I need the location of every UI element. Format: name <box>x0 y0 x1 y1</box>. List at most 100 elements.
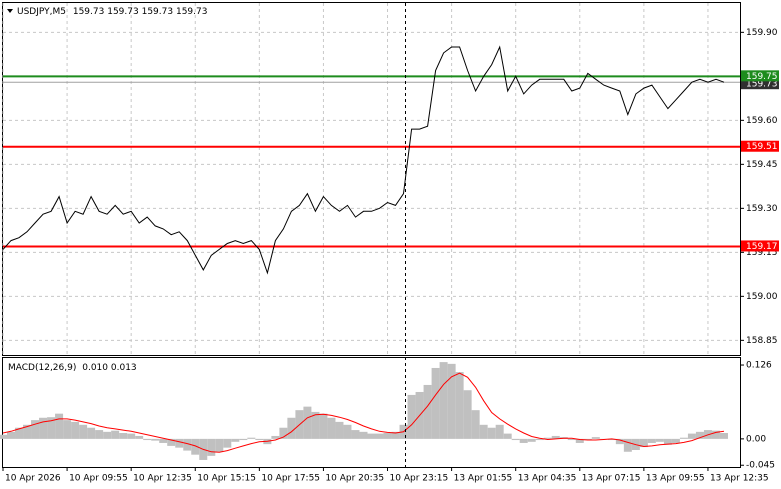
ohlc-open: 159.73 <box>73 7 105 17</box>
histogram-bar <box>159 438 168 443</box>
histogram-bar <box>607 438 616 441</box>
histogram-bar <box>0 434 7 439</box>
level-label: 159.75 <box>746 72 778 82</box>
histogram-bar <box>503 433 512 439</box>
x-tick-label: 13 Apr 01:55 <box>454 474 513 484</box>
histogram-bar <box>679 437 688 439</box>
histogram-bar <box>383 433 392 439</box>
y-tick-label: -0.045 <box>746 461 775 471</box>
current-price-box <box>741 78 779 90</box>
histogram-bar <box>303 406 312 439</box>
histogram-bar <box>583 438 592 441</box>
histogram-bar <box>431 367 440 439</box>
histogram-bar <box>87 427 96 439</box>
signal-line <box>2 372 725 453</box>
y-tick-label: 159.00 <box>746 292 778 302</box>
histogram-bar <box>127 433 136 439</box>
histogram-bar <box>535 438 544 441</box>
histogram-bar <box>471 410 480 439</box>
ohlc-high: 159.73 <box>107 7 139 17</box>
macd-header: MACD(12,26,9) 0.010 0.013 <box>8 363 137 373</box>
chart-header: USDJPY,M5 159.73 159.73 159.73 159.73 <box>17 7 207 17</box>
symbol: USDJPY,M5 <box>17 7 66 17</box>
histogram-bar <box>119 433 128 439</box>
histogram-bar <box>335 421 344 439</box>
histogram-bar <box>591 437 600 439</box>
histogram-bar <box>359 431 368 439</box>
histogram-bar <box>543 437 552 439</box>
histogram-bar <box>495 424 504 439</box>
ohlc-close: 159.73 <box>176 7 208 17</box>
histogram-bar <box>375 433 384 439</box>
y-tick-label: 159.30 <box>746 204 778 214</box>
histogram-bar <box>255 438 264 441</box>
histogram-bar <box>231 438 240 442</box>
histogram-bar <box>55 413 64 439</box>
histogram-bar <box>575 438 584 443</box>
histogram-bar <box>527 438 536 442</box>
histogram-bar <box>463 390 472 439</box>
y-tick-label: 159.15 <box>746 248 778 258</box>
histogram-bar <box>623 438 632 452</box>
histogram-bar <box>311 411 320 439</box>
histogram-bar <box>343 424 352 439</box>
ohlc-low: 159.73 <box>142 7 174 17</box>
macd-panel-frame <box>2 357 741 468</box>
histogram-bar <box>239 438 248 441</box>
histogram-bar <box>319 413 328 439</box>
chart-layer: 10 Apr 2026 10 Apr 09:55 10 Apr 12:35 10 Ap… <box>0 3 779 484</box>
price-line <box>2 45 725 275</box>
histogram-bar <box>687 433 696 439</box>
histogram-bar <box>215 438 224 452</box>
signal-value: 0.013 <box>111 363 137 373</box>
histogram-bar <box>455 372 464 439</box>
y-tick-label: 0.00 <box>746 434 766 444</box>
x-tick-label: 13 Apr 07:15 <box>582 474 641 484</box>
histogram-bar <box>103 431 112 439</box>
histogram-bar <box>207 438 216 456</box>
header-marker <box>7 9 13 13</box>
level-box <box>741 70 779 82</box>
histogram-bar <box>167 438 176 446</box>
x-tick-label: 10 Apr 09:55 <box>69 474 128 484</box>
x-tick-label: 10 Apr 17:55 <box>261 474 320 484</box>
histogram-bar <box>551 435 560 439</box>
histogram-bar <box>663 438 672 445</box>
x-tick-label: 10 Apr 12:35 <box>133 474 192 484</box>
histogram-bar <box>479 424 488 439</box>
histogram-bar <box>111 430 120 439</box>
x-tick-label: 13 Apr 12:35 <box>710 474 769 484</box>
histogram-bar <box>95 430 104 439</box>
x-tick-label: 10 Apr 2026 <box>5 474 61 484</box>
histogram-bar <box>31 420 40 439</box>
histogram-bar <box>271 435 280 439</box>
histogram-bar <box>391 431 400 439</box>
histogram-bar <box>407 394 416 439</box>
histogram-bar <box>447 363 456 439</box>
level-label: 159.17 <box>746 242 778 252</box>
y-tick-label: 159.45 <box>746 160 778 170</box>
current-price-label: 159.73 <box>746 80 778 90</box>
x-tick-label: 13 Apr 09:55 <box>646 474 705 484</box>
y-tick-label: 159.60 <box>746 116 778 126</box>
histogram-bar <box>287 417 296 439</box>
histogram-bar <box>367 433 376 439</box>
histogram-bar <box>719 433 728 439</box>
histogram-bar <box>695 431 704 439</box>
x-tick-label: 13 Apr 04:35 <box>518 474 577 484</box>
level-box <box>741 240 779 252</box>
histogram-bar <box>519 438 528 443</box>
histogram-bar <box>671 438 680 443</box>
x-tick-label: 10 Apr 20:35 <box>325 474 384 484</box>
histogram-bar <box>247 437 256 439</box>
histogram-bar <box>191 438 200 455</box>
histogram-bar <box>647 438 656 443</box>
histogram-bar <box>511 438 520 441</box>
histogram-bar <box>487 427 496 439</box>
macd-value: 0.010 <box>82 363 108 373</box>
histogram-bar <box>47 417 56 439</box>
histogram-bar <box>15 427 24 439</box>
histogram-bar <box>639 438 648 448</box>
